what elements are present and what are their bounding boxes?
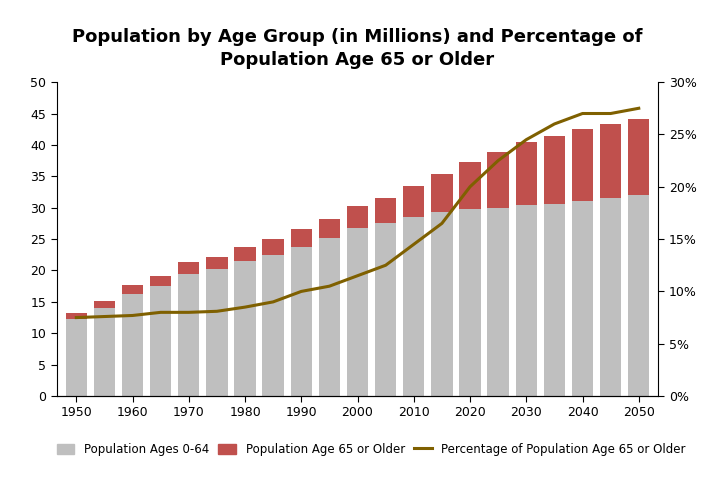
Bar (375, 223, 396, 396)
Bar (403, 185, 425, 217)
Bar (544, 204, 565, 396)
Bar (628, 195, 649, 396)
Bar (572, 201, 593, 396)
Bar (234, 261, 256, 396)
Bar (431, 212, 452, 396)
Bar (93, 308, 115, 396)
Title: Population by Age Group (in Millions) and Percentage of
Population Age 65 or Old: Population by Age Group (in Millions) an… (72, 28, 643, 70)
Bar (93, 300, 115, 308)
Legend: Population Ages 0-64, Population Age 65 or Older, Percentage of Population Age 6: Population Ages 0-64, Population Age 65 … (57, 443, 686, 456)
Bar (66, 313, 87, 319)
Bar (66, 319, 87, 396)
Bar (290, 229, 312, 247)
Bar (263, 255, 284, 396)
Bar (178, 273, 200, 396)
Bar (628, 118, 649, 195)
Bar (403, 217, 425, 396)
Bar (600, 198, 622, 396)
Bar (544, 136, 565, 204)
Bar (375, 198, 396, 223)
Bar (150, 276, 171, 286)
Bar (347, 206, 368, 228)
Bar (206, 256, 227, 269)
Bar (178, 262, 200, 273)
Bar (515, 205, 537, 396)
Bar (234, 247, 256, 261)
Bar (319, 238, 340, 396)
Bar (572, 129, 593, 201)
Bar (600, 124, 622, 198)
Bar (459, 162, 481, 209)
Bar (290, 247, 312, 396)
Bar (488, 208, 509, 396)
Bar (150, 286, 171, 396)
Bar (319, 219, 340, 238)
Bar (431, 174, 452, 212)
Bar (459, 209, 481, 396)
Bar (122, 285, 143, 294)
Bar (488, 153, 509, 208)
Bar (122, 294, 143, 396)
Bar (515, 142, 537, 205)
Bar (263, 239, 284, 255)
Bar (206, 269, 227, 396)
Bar (347, 228, 368, 396)
